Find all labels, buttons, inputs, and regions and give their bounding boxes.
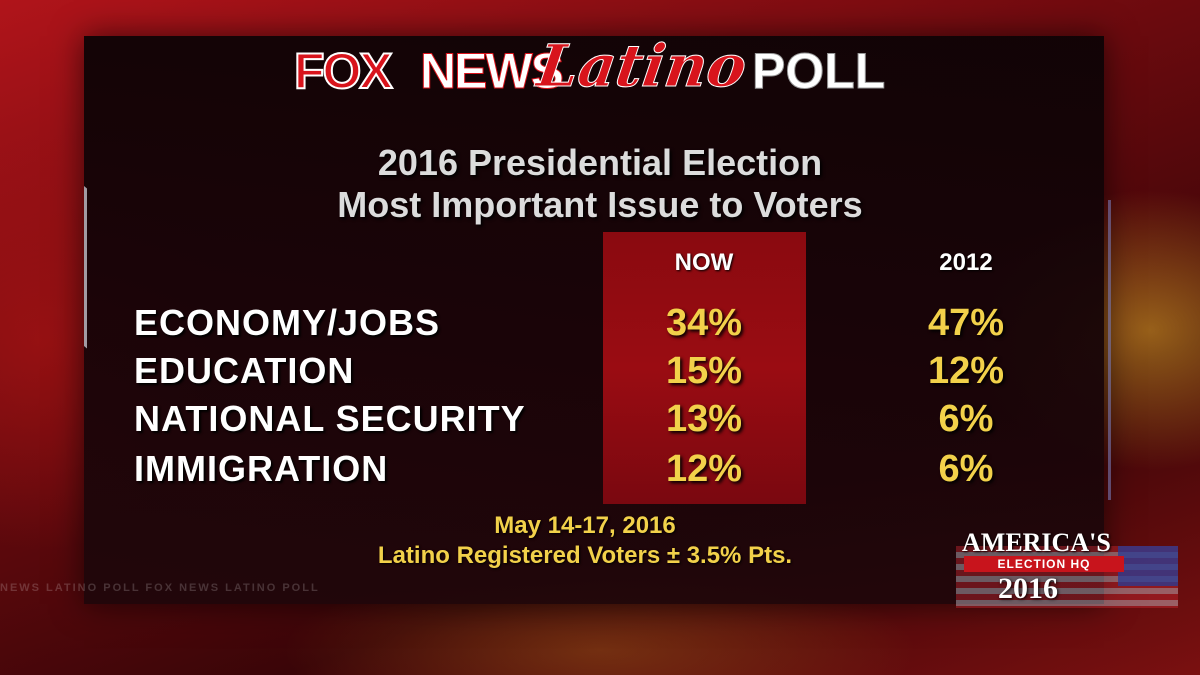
flag-canton: [1118, 546, 1178, 586]
table-row: EDUCATION 15% 12%: [0, 350, 1200, 400]
logo-news: NEWS: [420, 43, 565, 100]
badge-election-hq: ELECTION HQ: [964, 556, 1124, 572]
panel-edge-right: [1098, 200, 1111, 500]
value-2012: 6%: [938, 448, 994, 490]
value-2012: 6%: [938, 398, 994, 440]
value-now: 34%: [665, 302, 743, 344]
logo-fox: FOX: [293, 42, 394, 100]
logo-poll: POLL: [751, 43, 886, 100]
row-label: ECONOMY/JOBS: [134, 302, 441, 343]
chart-title-line1: 2016 Presidential Election: [377, 142, 823, 183]
now-column-highlight: [603, 232, 806, 504]
value-now: 12%: [665, 448, 743, 490]
value-2012: 12%: [927, 350, 1005, 392]
poll-panel: [84, 36, 1104, 604]
row-label: EDUCATION: [134, 350, 355, 391]
column-header-2012: 2012: [939, 249, 993, 276]
badge-americas: AMERICA'S: [962, 528, 1111, 557]
row-label: NATIONAL SECURITY: [134, 398, 526, 439]
table-row: ECONOMY/JOBS 34% 47%: [0, 302, 1200, 352]
badge-year: 2016: [998, 572, 1058, 605]
table-row: NATIONAL SECURITY 13% 6%: [0, 398, 1200, 448]
ticker-text: NEWS LATINO POLL FOX NEWS LATINO POLL: [0, 582, 320, 594]
table-row: IMMIGRATION 12% 6%: [0, 448, 1200, 498]
value-now: 15%: [665, 350, 743, 392]
poll-dates: May 14-17, 2016: [494, 512, 676, 539]
value-2012: 47%: [927, 302, 1005, 344]
americas-election-hq-badge: AMERICA'S ELECTION HQ 2016: [956, 528, 1178, 610]
column-header-now: NOW: [674, 249, 734, 276]
fox-news-latino-poll-logo: FOX NEWS Latino POLL: [293, 32, 914, 106]
row-label: IMMIGRATION: [134, 448, 389, 489]
chart-title-line2: Most Important Issue to Voters: [337, 184, 863, 225]
logo-latino: Latino: [533, 32, 752, 101]
value-now: 13%: [665, 398, 743, 440]
poll-sample: Latino Registered Voters ± 3.5% Pts.: [377, 542, 793, 569]
